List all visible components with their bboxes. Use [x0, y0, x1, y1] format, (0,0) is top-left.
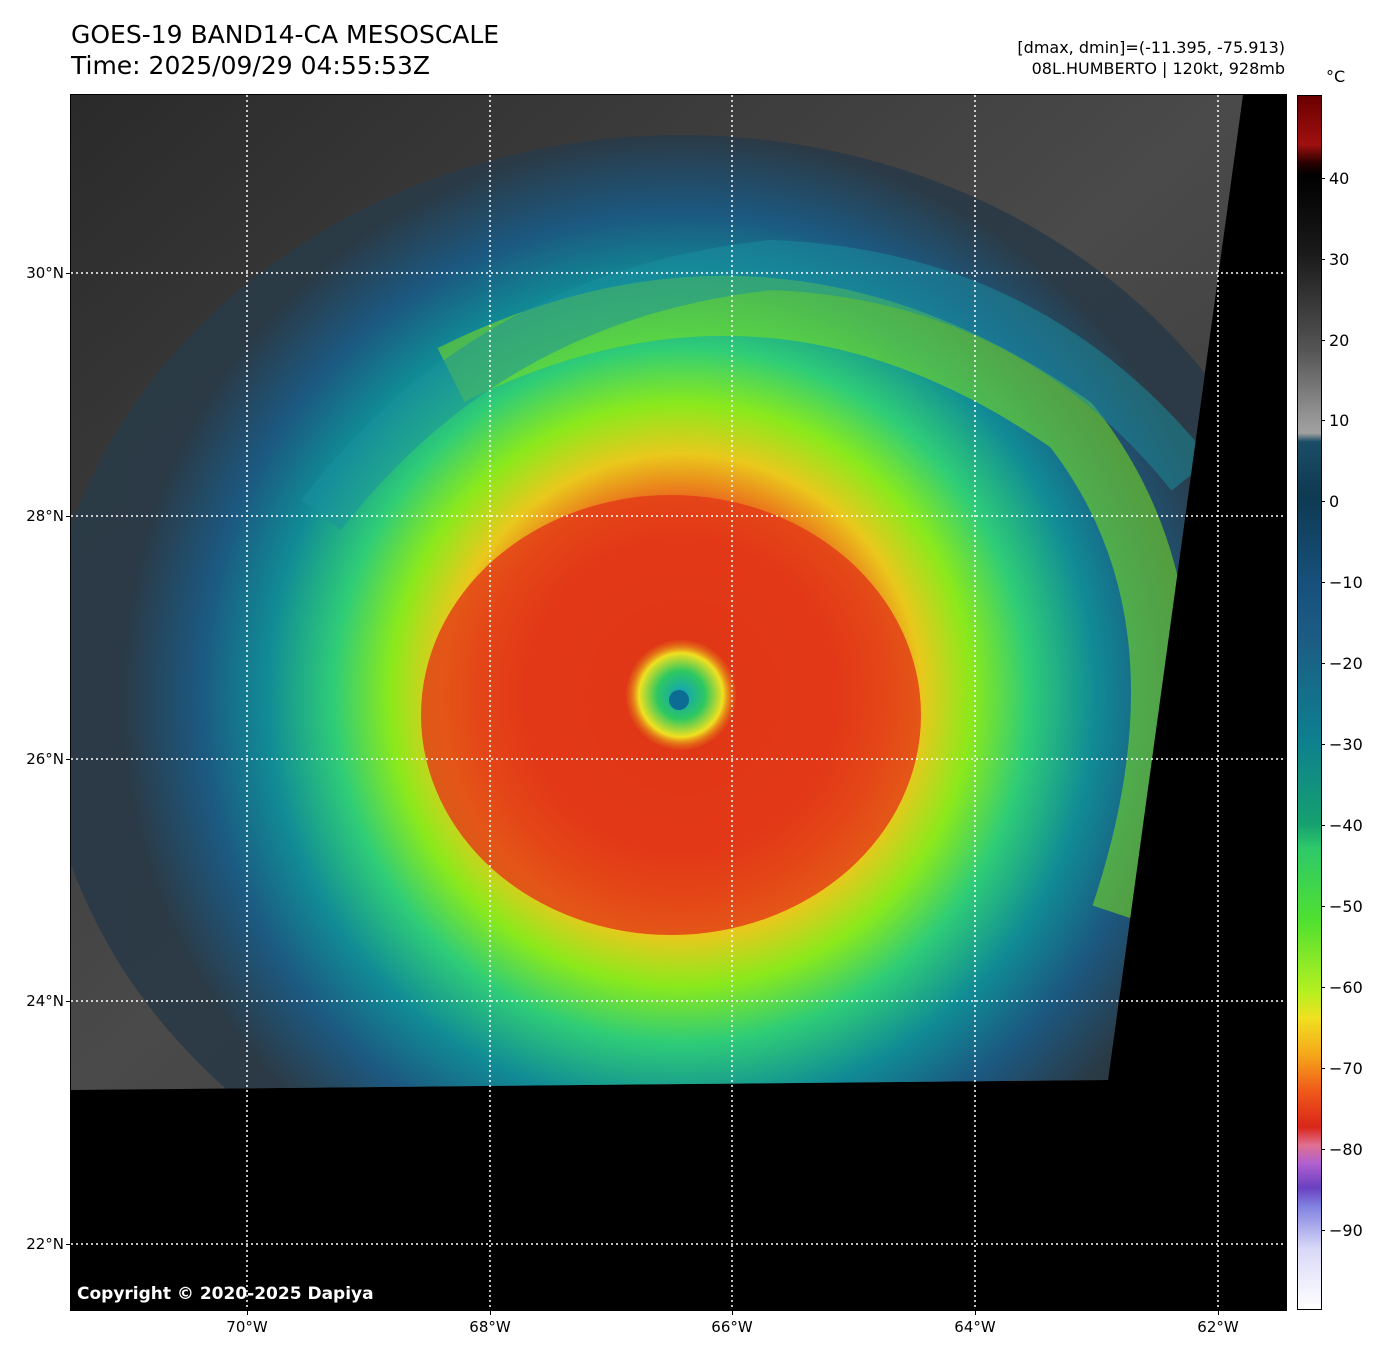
colorbar-tick	[1321, 178, 1325, 179]
storm-info: 08L.HUMBERTO | 120kt, 928mb	[1031, 59, 1285, 78]
colorbar-tick	[1321, 744, 1325, 745]
timestamp: Time: 2025/09/29 04:55:53Z	[71, 51, 430, 80]
colorbar-tick-label: 0	[1329, 492, 1340, 511]
lon-label-66w: 66°W	[711, 1318, 753, 1336]
colorbar-tick	[1321, 987, 1325, 988]
colorbar-tick	[1321, 1068, 1325, 1069]
colorbar-tick-label: 30	[1329, 250, 1350, 269]
lon-label-64w: 64°W	[954, 1318, 996, 1336]
colorbar-tick	[1321, 420, 1325, 421]
colorbar-tick-label: −20	[1329, 654, 1363, 673]
lon-tick	[1218, 1310, 1219, 1315]
colorbar-tick-label: −70	[1329, 1059, 1363, 1078]
colorbar-tick-label: −50	[1329, 897, 1363, 916]
colorbar-tick-label: −90	[1329, 1221, 1363, 1240]
colorbar-tick-label: 20	[1329, 331, 1350, 350]
colorbar-tick	[1321, 663, 1325, 664]
colorbar-tick-label: −10	[1329, 573, 1363, 592]
colorbar-tick-label: −40	[1329, 816, 1363, 835]
ir-imagery	[71, 95, 1286, 1310]
lon-tick	[732, 1310, 733, 1315]
colorbar	[1297, 95, 1322, 1310]
chart-title: GOES-19 BAND14-CA MESOSCALE	[71, 20, 500, 49]
colorbar-tick	[1321, 906, 1325, 907]
lat-tick	[66, 273, 71, 274]
lon-tick	[490, 1310, 491, 1315]
colorbar-tick	[1321, 501, 1325, 502]
colorbar-unit: °C	[1326, 67, 1346, 86]
lon-label-68w: 68°W	[469, 1318, 511, 1336]
lat-label-26n: 26°N	[26, 750, 64, 768]
lat-label-30n: 30°N	[26, 264, 64, 282]
lat-label-22n: 22°N	[26, 1235, 64, 1253]
lat-label-24n: 24°N	[26, 992, 64, 1010]
colorbar-tick-label: −60	[1329, 978, 1363, 997]
lon-tick	[975, 1310, 976, 1315]
lat-tick	[66, 1001, 71, 1002]
lon-label-62w: 62°W	[1197, 1318, 1239, 1336]
colorbar-tick-label: −80	[1329, 1140, 1363, 1159]
copyright-text: Copyright © 2020-2025 Dapiya	[77, 1284, 374, 1304]
colorbar-tick	[1321, 340, 1325, 341]
lat-label-28n: 28°N	[26, 507, 64, 525]
colorbar-tick-label: 40	[1329, 169, 1350, 188]
colorbar-tick	[1321, 582, 1325, 583]
colorbar-tick-label: −30	[1329, 735, 1363, 754]
spiral-band-outer	[301, 239, 1211, 531]
satellite-image	[71, 95, 1286, 1310]
colorbar-tick	[1321, 1149, 1325, 1150]
lat-tick	[66, 1244, 71, 1245]
lat-tick	[66, 759, 71, 760]
dmax-dmin-readout: [dmax, dmin]=(-11.395, -75.913)	[1017, 38, 1285, 57]
lon-tick	[247, 1310, 248, 1315]
lon-label-70w: 70°W	[226, 1318, 268, 1336]
colorbar-tick	[1321, 259, 1325, 260]
colorbar-tick-label: 10	[1329, 411, 1350, 430]
colorbar-tick	[1321, 825, 1325, 826]
colorbar-tick	[1321, 1230, 1325, 1231]
eye-center	[669, 690, 689, 710]
lat-tick	[66, 516, 71, 517]
